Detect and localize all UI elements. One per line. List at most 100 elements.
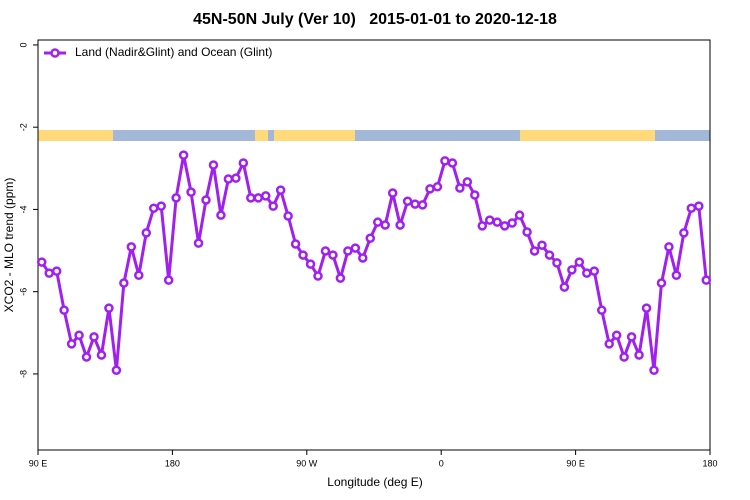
data-point [649, 365, 659, 375]
data-point [559, 282, 570, 292]
data-point [701, 275, 712, 285]
x-tick-label: 90 W [296, 458, 318, 468]
data-point [178, 150, 189, 160]
data-point [298, 250, 308, 260]
x-axis-label: Longitude (deg E) [327, 475, 422, 489]
data-point [238, 158, 249, 168]
data-point [193, 238, 204, 248]
chart-title: 45N-50N July (Ver 10) 2015-01-01 to 2020… [193, 11, 557, 28]
data-point [380, 220, 390, 230]
data-point [619, 352, 629, 362]
data-point [305, 259, 316, 269]
data-point [634, 350, 644, 360]
data-point [260, 191, 271, 201]
data-point [671, 270, 682, 280]
y-tick-label: -2 [18, 123, 28, 131]
data-point [104, 303, 114, 313]
data-point [596, 305, 607, 315]
data-point [51, 266, 62, 276]
legend-marker [50, 48, 60, 58]
data-point [484, 215, 495, 225]
data-point [694, 201, 704, 211]
data-point [455, 183, 465, 193]
data-point [604, 339, 614, 349]
data-point [134, 270, 144, 280]
data-point [440, 156, 450, 166]
land-ocean-strip [38, 130, 710, 141]
y-axis-label: XCO2 - MLO trend (ppm) [2, 178, 16, 313]
x-tick-label: 180 [165, 458, 180, 468]
data-point [417, 200, 428, 210]
data-point [148, 203, 159, 213]
x-tick-label: 90 E [29, 458, 48, 468]
data-point [372, 217, 383, 227]
data-point [522, 227, 532, 237]
y-tick-label: -4 [18, 205, 28, 213]
y-tick-label: -6 [18, 288, 28, 296]
data-point [679, 228, 689, 238]
data-point [156, 201, 166, 211]
data-point [44, 268, 54, 278]
data-point [656, 278, 667, 288]
y-tick-label: 0 [18, 42, 28, 47]
data-point [492, 217, 502, 227]
data-point [201, 195, 211, 205]
data-point [611, 330, 622, 341]
data-point [641, 303, 652, 313]
data-point [358, 253, 368, 263]
data-point [664, 242, 674, 252]
data-point [470, 190, 480, 200]
data-point [246, 193, 256, 203]
data-point [626, 332, 637, 342]
data-point [283, 211, 293, 221]
data-point [447, 158, 458, 168]
data-point [514, 210, 525, 220]
data-point [529, 246, 540, 256]
data-point [582, 268, 592, 278]
data-point [425, 184, 435, 194]
data-point [507, 218, 517, 228]
data-point [208, 160, 219, 170]
y-tick-label: -8 [18, 370, 28, 378]
data-point [365, 233, 376, 243]
data-point [387, 188, 398, 198]
data-point [268, 201, 278, 211]
data-point [111, 365, 122, 375]
data-point [223, 174, 234, 184]
data-point [89, 332, 99, 342]
data-point [141, 228, 152, 238]
data-point [395, 220, 405, 230]
data-point [171, 193, 181, 203]
data-point [574, 257, 585, 267]
data-point [328, 250, 338, 260]
x-tick-label: 180 [702, 458, 717, 468]
data-point [350, 243, 361, 253]
data-point [552, 258, 562, 268]
data-point [163, 275, 174, 285]
data-point [290, 239, 301, 249]
data-point [477, 221, 488, 231]
legend-label: Land (Nadir&Glint) and Ocean (Glint) [75, 45, 272, 59]
plot-frame [37, 39, 711, 451]
x-tick-label: 90 E [566, 458, 585, 468]
data-point [74, 330, 84, 341]
data-point [36, 257, 47, 267]
data-point [253, 193, 264, 203]
data-point [544, 250, 555, 260]
data-point [589, 266, 600, 276]
data-point [462, 177, 473, 187]
data-point [320, 246, 331, 256]
data-point [402, 196, 413, 206]
data-point [410, 199, 420, 209]
data-point [126, 242, 137, 252]
data-point [567, 265, 577, 275]
data-point [499, 221, 510, 231]
data-point [59, 305, 69, 315]
data-point [686, 203, 697, 213]
data-point [313, 271, 323, 281]
data-point [216, 210, 226, 220]
data-point [275, 185, 286, 195]
data-point [96, 350, 107, 360]
data-point [335, 273, 346, 283]
data-point [343, 246, 353, 256]
